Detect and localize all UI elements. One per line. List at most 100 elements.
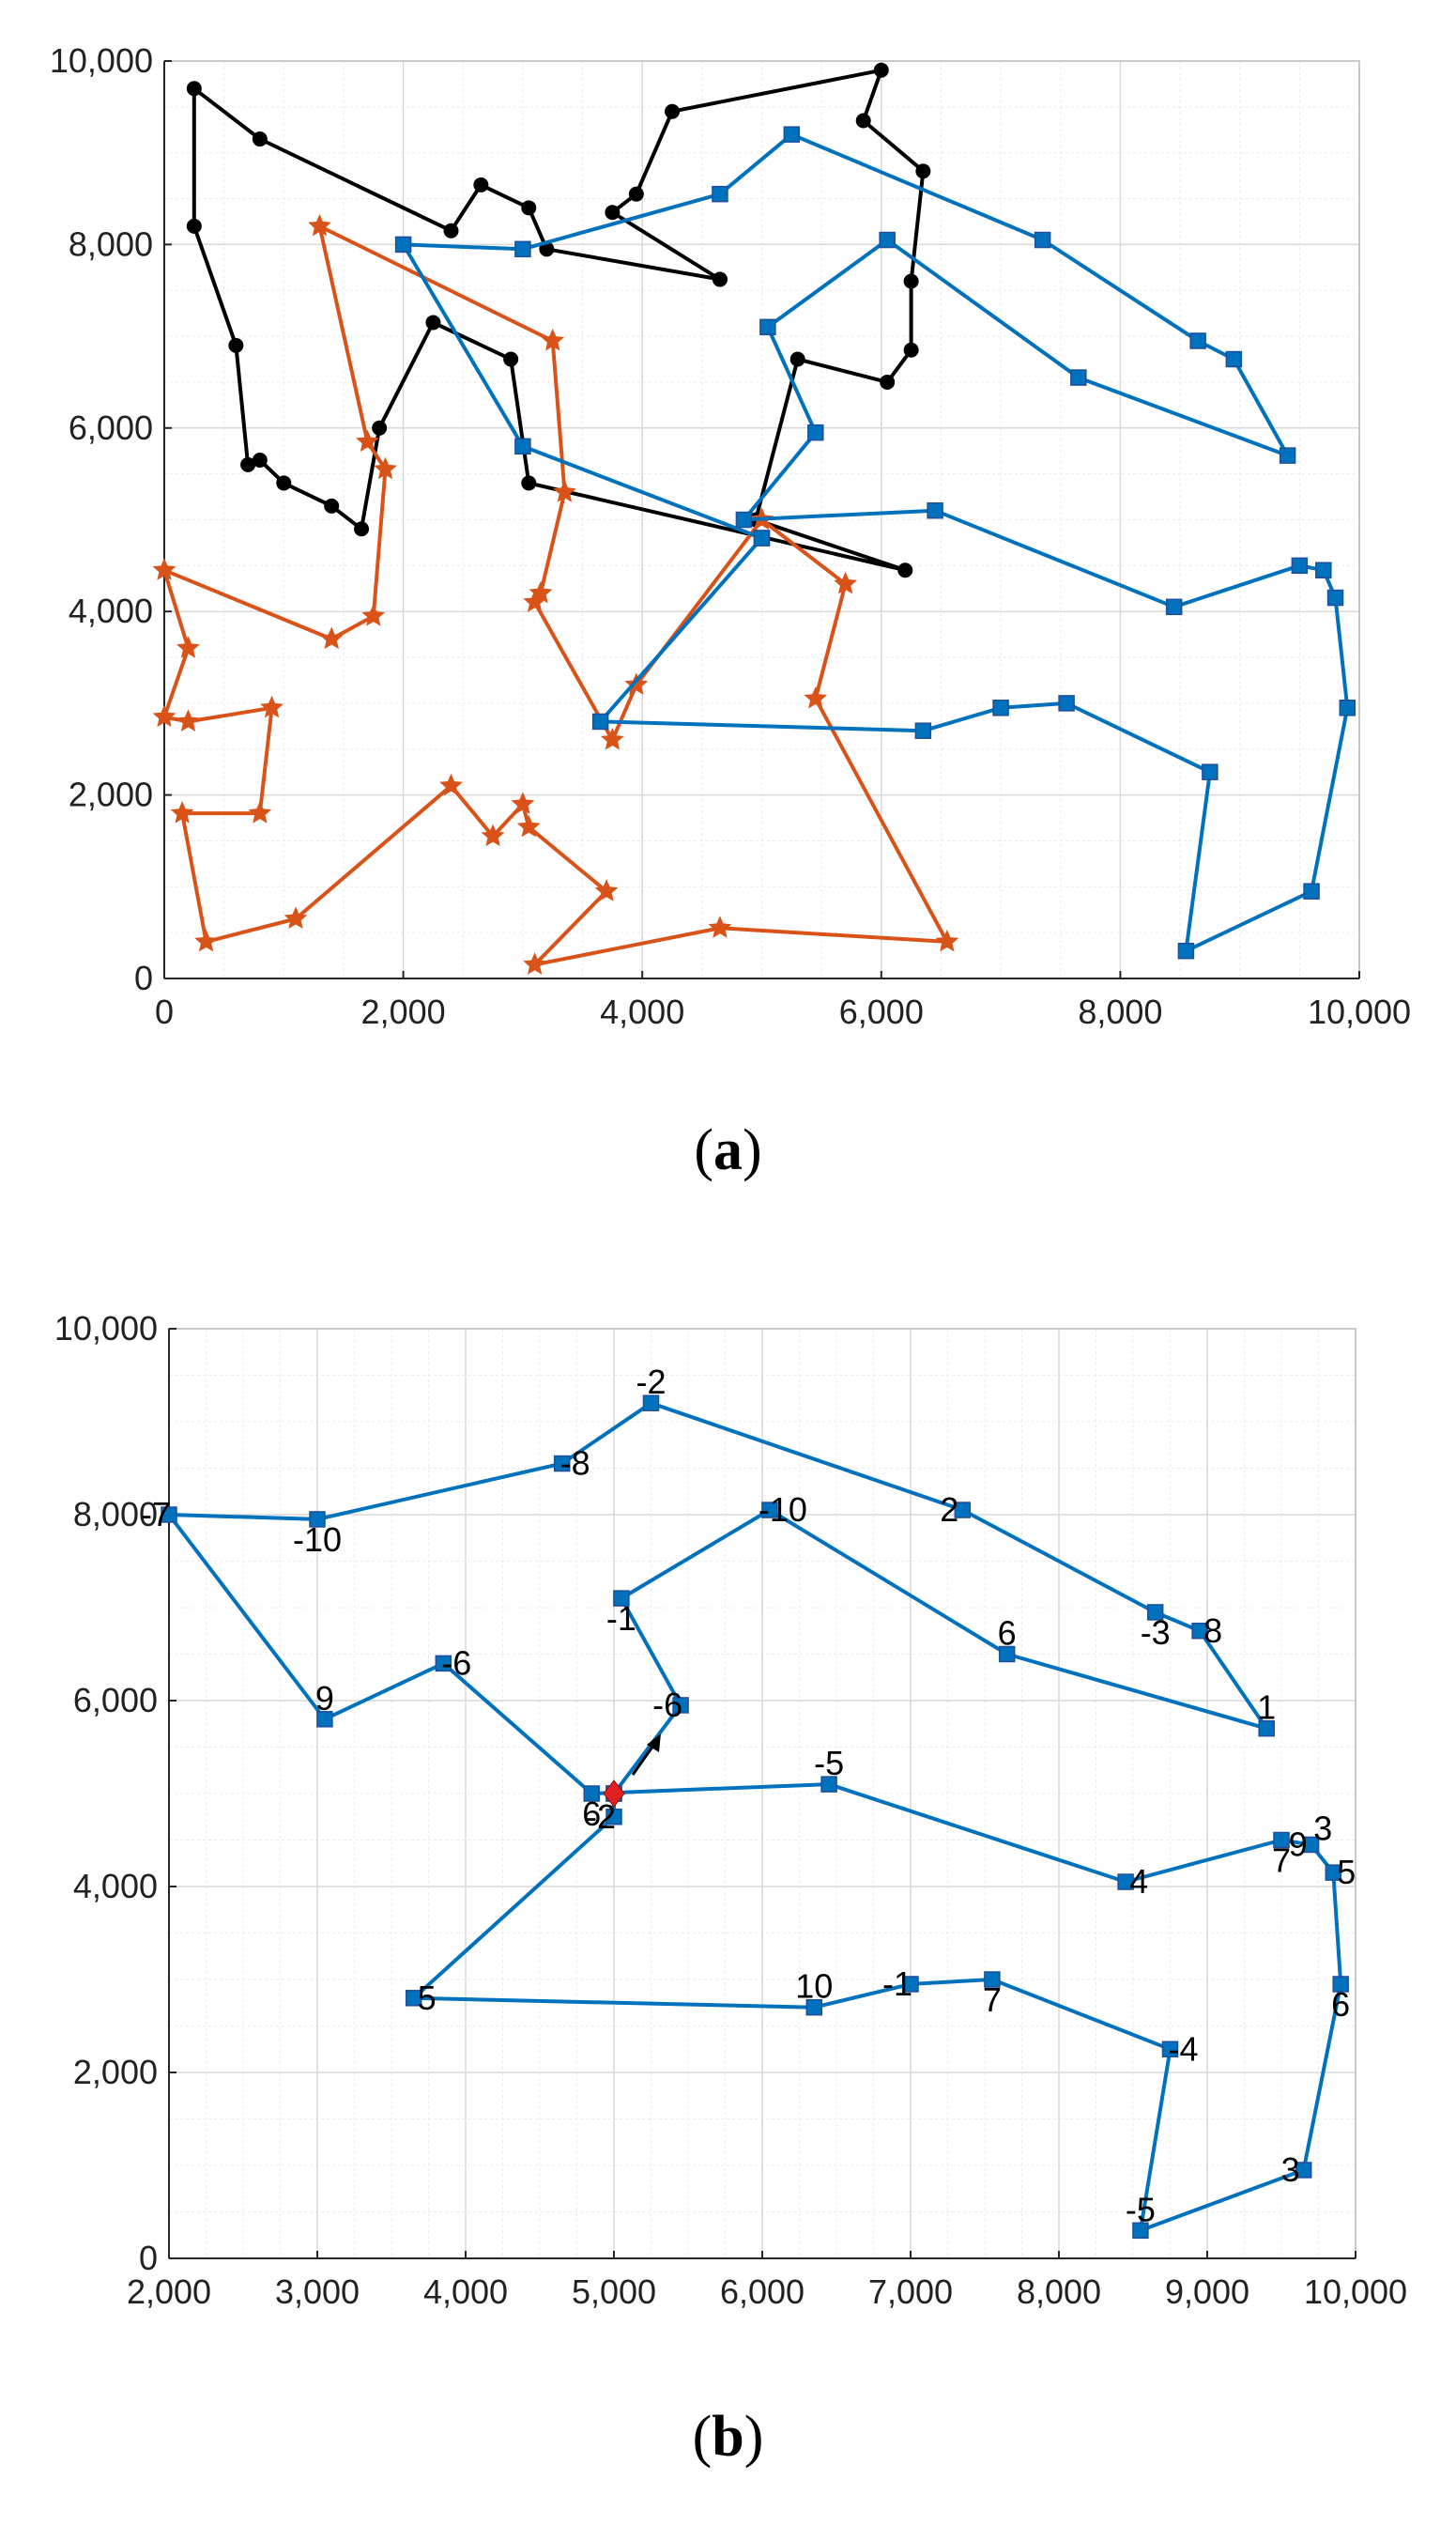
route-point (712, 185, 728, 203)
route-point (541, 329, 565, 351)
route-point (374, 456, 397, 480)
route-point (1146, 1604, 1164, 1621)
panel-a-caption-letter: a (713, 1118, 743, 1182)
route-point (523, 952, 546, 975)
y-tick-label: 2,000 (69, 776, 153, 814)
route-point (176, 636, 200, 658)
route-point (1225, 350, 1243, 368)
route-point (1315, 562, 1332, 578)
route-point (1165, 598, 1183, 616)
point-label: 9 (315, 1679, 334, 1717)
route-point (439, 773, 463, 796)
route-point (672, 1697, 689, 1714)
route-point (1291, 557, 1309, 575)
route-point (309, 1511, 326, 1528)
route-point (1258, 1719, 1275, 1737)
route-point (903, 342, 919, 358)
y-tick-label: 4,000 (73, 1867, 158, 1905)
route-point (1279, 447, 1296, 464)
route-point (1161, 2041, 1179, 2057)
route-point (708, 916, 732, 938)
x-tick-label: 6,000 (839, 993, 924, 1031)
route-point (880, 374, 896, 390)
route-point (1058, 695, 1075, 712)
route-point (601, 728, 624, 750)
point-label: -7 (141, 1495, 171, 1533)
route-point (553, 480, 576, 502)
route-point (1303, 883, 1320, 900)
route-point (319, 626, 344, 649)
route-point (834, 571, 857, 594)
x-tick-label: 7,000 (868, 2272, 953, 2311)
route-point (284, 906, 308, 929)
x-tick-label: 8,000 (1017, 2272, 1101, 2311)
route-point (308, 213, 331, 237)
route-point (855, 113, 871, 129)
route-point (665, 103, 681, 119)
panel-a-chart: 0 2,000 4,000 6,000 8,000 10,000 0 2,000 4,000 6,… (50, 41, 1411, 1031)
route-point (170, 801, 194, 824)
route-point (902, 1976, 919, 1993)
x-tick-label: 0 (155, 993, 174, 1031)
route-point (186, 81, 202, 97)
grid (168, 1328, 1356, 2259)
route-point (992, 700, 1009, 716)
x-tick-label: 6,000 (720, 2272, 805, 2311)
route-point (753, 530, 771, 547)
point-label: -1 (882, 1964, 912, 2003)
point-label: 5 (418, 1979, 437, 2017)
point-label: -4 (1168, 2029, 1198, 2068)
route-blue (394, 126, 1356, 960)
route-point (514, 240, 531, 258)
point-label: -1 (606, 1599, 636, 1638)
route-blue-line (401, 132, 1350, 953)
route-point (516, 814, 541, 838)
route-point (481, 824, 505, 847)
direction-arrowhead (647, 1733, 661, 1752)
route-point (161, 1506, 177, 1523)
x-tick-label: 3,000 (275, 2272, 360, 2311)
route-point (176, 709, 200, 732)
point-label: -10 (293, 1520, 342, 1559)
route-point (712, 271, 728, 287)
point-label: -5 (814, 1744, 844, 1782)
y-tick-label: 10,000 (54, 1309, 158, 1348)
route-point (605, 205, 621, 221)
point-label: 6 (998, 1614, 1017, 1653)
route-point (152, 558, 176, 580)
point-label: 7 (983, 1980, 1002, 2019)
point-label: -2 (586, 1797, 616, 1836)
route-point (405, 1990, 422, 2007)
route-point (1189, 332, 1206, 349)
route-point (903, 273, 919, 289)
y-tick-label: 6,000 (73, 1681, 158, 1719)
route-point (613, 1590, 630, 1607)
point-label: 3 (1313, 1809, 1332, 1847)
route-point (553, 1455, 571, 1472)
route-point (1273, 1831, 1290, 1849)
route-point (998, 1645, 1016, 1663)
y-tick-label: 2,000 (73, 2053, 158, 2091)
point-label: -5 (1126, 2190, 1156, 2228)
x-tick-label: 5,000 (572, 2272, 656, 2311)
point-label: -6 (652, 1686, 682, 1724)
route-point (372, 420, 388, 436)
route-point (435, 1655, 452, 1672)
point-label: 6 (1331, 1985, 1350, 2024)
point-label: 10 (795, 1967, 833, 2006)
route-point (820, 1776, 837, 1793)
point-label: -2 (636, 1363, 666, 1401)
route-black (186, 62, 931, 578)
route-point (260, 695, 284, 718)
route-point (521, 200, 537, 216)
route-point (914, 722, 932, 739)
depot-marker (603, 1779, 625, 1808)
route-point (783, 126, 801, 143)
route-point (1177, 942, 1195, 960)
point-label: 7 (1272, 1841, 1291, 1880)
point-label: 5 (1337, 1853, 1356, 1891)
panel-a-caption: (a) (694, 1118, 762, 1182)
route-point (514, 438, 531, 455)
route-point (521, 475, 537, 491)
